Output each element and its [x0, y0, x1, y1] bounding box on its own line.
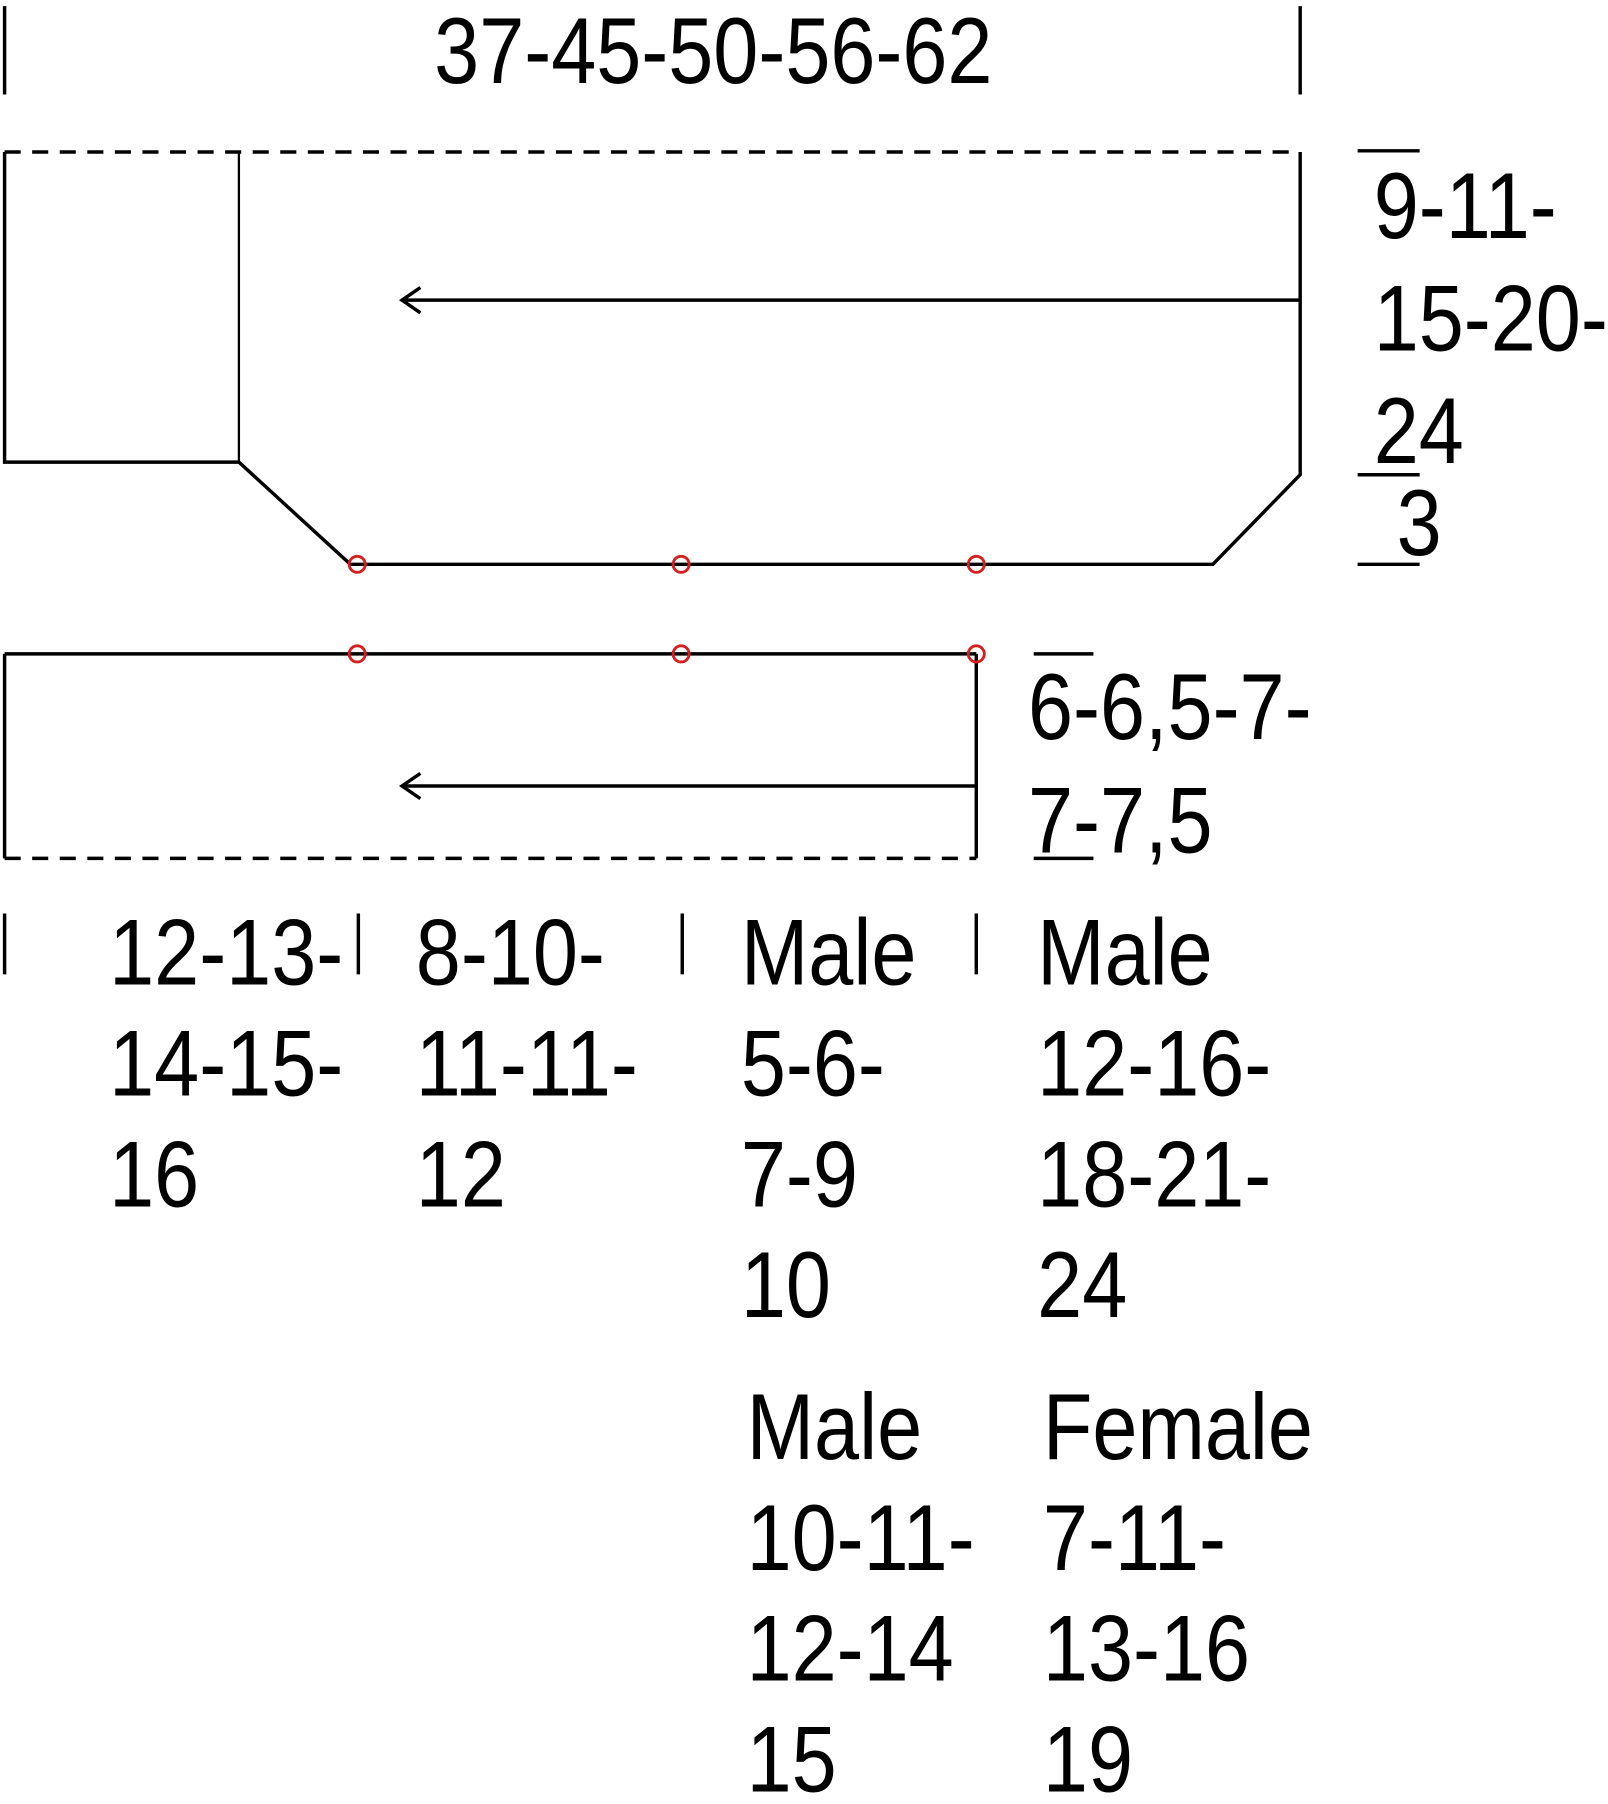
measure-label: 8-10-	[416, 899, 605, 1005]
height-label: 15-20-	[1374, 265, 1608, 371]
group-label: Male	[747, 1373, 923, 1479]
measure-label: 12-14	[747, 1595, 954, 1701]
measure-label: 13-16	[1043, 1595, 1250, 1701]
measure-label: 7-11-	[1043, 1484, 1226, 1590]
measure-label: 12-16-	[1037, 1010, 1271, 1116]
measure-label: 19	[1043, 1706, 1133, 1804]
measure-label: 11-11-	[416, 1010, 638, 1116]
height-label: 6-6,5-7-	[1028, 653, 1312, 759]
measure-label: 14-15-	[109, 1010, 343, 1116]
group-label: Male	[1037, 899, 1213, 1005]
measure-label: 18-21-	[1037, 1121, 1271, 1227]
measure-label: 10-11-	[747, 1484, 975, 1590]
measure-label: 12-13-	[109, 899, 343, 1005]
measure-label: 15	[747, 1706, 837, 1804]
measure-label: 12	[416, 1121, 506, 1227]
height-label: 9-11-	[1374, 152, 1557, 258]
width-label: 37-45-50-56-62	[434, 0, 992, 103]
measure-label: 16	[109, 1121, 199, 1227]
shapes	[2, 6, 1420, 975]
measure-label: 5-6-	[741, 1010, 885, 1116]
height-label: 24	[1374, 377, 1464, 483]
measure-label: 7-9	[741, 1121, 858, 1227]
height-label: 7-7,5	[1028, 767, 1213, 873]
measure-label: 24	[1037, 1231, 1127, 1337]
edge-label: 3	[1397, 469, 1442, 575]
group-label: Female	[1043, 1373, 1313, 1479]
group-label: Male	[741, 899, 917, 1005]
measure-label: 10	[741, 1231, 831, 1337]
